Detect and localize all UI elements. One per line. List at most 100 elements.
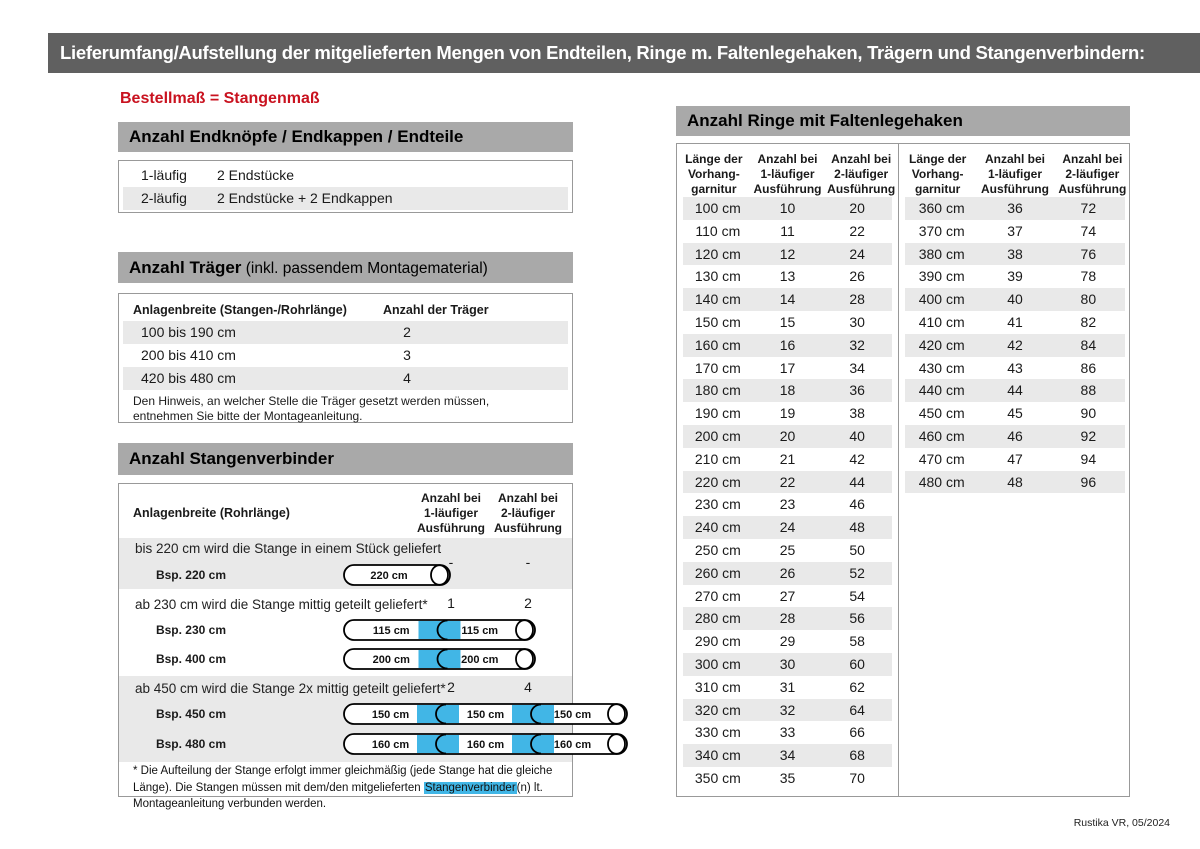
ringe-cell: 28 — [849, 291, 865, 308]
ringe-cell: 74 — [1080, 222, 1097, 239]
ringe-column-header: Anzahl bei 2-läufiger Ausführung — [1054, 152, 1131, 197]
column-header-line: Ausführung — [753, 182, 822, 196]
ringe-column-header: Anzahl bei 1-läufiger Ausführung — [976, 152, 1053, 197]
svg-text:200 cm: 200 cm — [373, 654, 411, 666]
endteile-row-value: 2 Endstücke + 2 Endkappen — [217, 190, 393, 206]
ringe-row: 160 cm 16 32 — [683, 333, 892, 357]
ringe-cell: 64 — [849, 701, 865, 718]
endteile-row-label: 2-läufig — [141, 190, 187, 206]
ringe-cell: 22 — [779, 473, 796, 490]
ringe-cell: 17 — [779, 359, 796, 376]
ringe-cell: 200 cm — [694, 427, 741, 444]
column-header-line: Ausführung — [494, 521, 562, 535]
ringe-cell: 40 — [1007, 291, 1023, 308]
verbinder-value-1laeufig: - — [448, 554, 454, 570]
ringe-cell: 46 — [1007, 427, 1023, 444]
ringe-cell: 380 cm — [918, 245, 965, 262]
column-header-line: Ausführung — [417, 521, 485, 535]
svg-text:220 cm: 220 cm — [370, 570, 408, 582]
footnote-text-post: (n) lt. Montageanleitung verbunden werde… — [133, 781, 543, 811]
bestellmass-note: Bestellmaß = Stangenmaß — [120, 90, 320, 107]
ringe-cell: 10 — [779, 200, 796, 216]
ringe-cell: 160 cm — [694, 336, 741, 353]
traeger-row: 200 bis 410 cm 3 — [123, 344, 568, 367]
ringe-cell: 38 — [1007, 245, 1023, 262]
ringe-cell: 14 — [779, 291, 796, 308]
ringe-cell: 90 — [1080, 405, 1097, 422]
ringe-cell: 46 — [849, 496, 865, 513]
ringe-cell: 26 — [779, 564, 796, 581]
ringe-cell: 27 — [779, 587, 796, 604]
ringe-cell: 56 — [849, 610, 865, 627]
verbinder-group: bis 220 cm wird die Stange in einem Stüc… — [119, 538, 572, 589]
ringe-cell: 440 cm — [918, 382, 965, 399]
ringe-cell: 88 — [1080, 382, 1097, 399]
column-header-line: garnitur — [691, 182, 737, 196]
ringe-row: 330 cm 33 66 — [683, 721, 892, 744]
ringe-cell: 33 — [779, 724, 796, 741]
verbinder-value-2laeufig: - — [525, 554, 531, 570]
ringe-cell: 300 cm — [694, 655, 741, 672]
column-header-line: Ausführung — [827, 182, 896, 196]
verbinder-group: ab 230 cm wird die Stange mittig geteilt… — [119, 589, 572, 676]
ringe-cell: 270 cm — [694, 587, 741, 604]
ringe-cell: 370 cm — [918, 222, 965, 239]
ringe-row: 400 cm 40 80 — [905, 288, 1125, 311]
endteile-table: 1-läufig 2 Endstücke 2-läufig 2 Endstücke +… — [118, 160, 573, 213]
section-header-verbinder: Anzahl Stangenverbinder — [118, 443, 573, 475]
svg-text:115 cm: 115 cm — [461, 625, 498, 637]
ringe-cell: 330 cm — [694, 724, 741, 741]
ringe-cell: 210 cm — [694, 450, 741, 467]
rod-example-label: Bsp. 230 cm — [155, 623, 226, 637]
ringe-cell: 11 — [780, 222, 795, 239]
verbinder-group: ab 450 cm wird die Stange 2x mittig gete… — [119, 676, 628, 762]
verbinder-group-rule: ab 230 cm wird die Stange mittig geteilt… — [135, 597, 428, 612]
ringe-row: 270 cm 27 54 — [683, 585, 892, 608]
ringe-cell: 19 — [779, 405, 796, 422]
column-header-line: Vorhang- — [911, 167, 964, 181]
ringe-cell: 150 cm — [694, 313, 741, 330]
ringe-cell: 170 cm — [694, 359, 741, 376]
ringe-cell: 42 — [1007, 336, 1023, 353]
ringe-column-header: Anzahl bei 2-läufiger Ausführung — [824, 152, 898, 197]
ringe-cell: 24 — [779, 519, 796, 536]
ringe-cell: 58 — [849, 633, 865, 650]
ringe-cell: 110 cm — [695, 222, 741, 239]
ringe-row: 380 cm 38 76 — [905, 242, 1125, 266]
ringe-cell: 240 cm — [694, 519, 741, 536]
traeger-table: Anlagenbreite (Stangen-/Rohrlänge) Anzah… — [118, 293, 573, 423]
ringe-row: 470 cm 47 94 — [905, 448, 1125, 471]
ringe-row: 260 cm 26 52 — [683, 561, 892, 585]
ringe-row: 290 cm 29 58 — [683, 630, 892, 653]
ringe-row: 390 cm 39 78 — [905, 265, 1125, 288]
traeger-row-range: 100 bis 190 cm — [141, 324, 236, 340]
ringe-row: 460 cm 46 92 — [905, 424, 1125, 448]
ringe-cell: 66 — [849, 724, 865, 741]
column-header-line: Länge der — [685, 152, 743, 166]
column-header-line: 1-läufiger — [760, 167, 815, 181]
verbinder-group-rule: ab 450 cm wird die Stange 2x mittig gete… — [135, 681, 446, 696]
ringe-cell: 12 — [779, 245, 796, 262]
section-title-ringe: Anzahl Ringe mit Faltenlegehaken — [687, 111, 963, 130]
ringe-cell: 82 — [1080, 313, 1097, 330]
ringe-cell: 460 cm — [918, 427, 965, 444]
ringe-cell: 45 — [1007, 405, 1023, 422]
ringe-cell: 37 — [1007, 222, 1023, 239]
ringe-row: 170 cm 17 34 — [683, 357, 892, 380]
ringe-row: 450 cm 45 90 — [905, 402, 1125, 425]
column-header-line: garnitur — [914, 182, 961, 196]
ringe-cell: 230 cm — [694, 496, 741, 513]
ringe-cell: 340 cm — [694, 747, 741, 764]
ringe-cell: 15 — [779, 313, 796, 330]
column-header-line: Länge der — [908, 152, 967, 166]
ringe-row: 480 cm 48 96 — [905, 470, 1125, 494]
ringe-column-header: Anzahl bei 1-läufiger Ausführung — [751, 152, 825, 197]
footnote-text-pre: * Die Aufteilung der Stange erfolgt imme… — [133, 765, 553, 794]
section-title-verbinder: Anzahl Stangenverbinder — [129, 449, 334, 468]
ringe-cell: 280 cm — [694, 610, 741, 627]
ringe-cell: 28 — [779, 610, 796, 627]
ringe-header-row: Länge der Vorhang-garnitur Anzahl bei 1-läu… — [677, 144, 898, 197]
ringe-cell: 36 — [1007, 200, 1023, 216]
ringe-cell: 39 — [1007, 268, 1023, 285]
